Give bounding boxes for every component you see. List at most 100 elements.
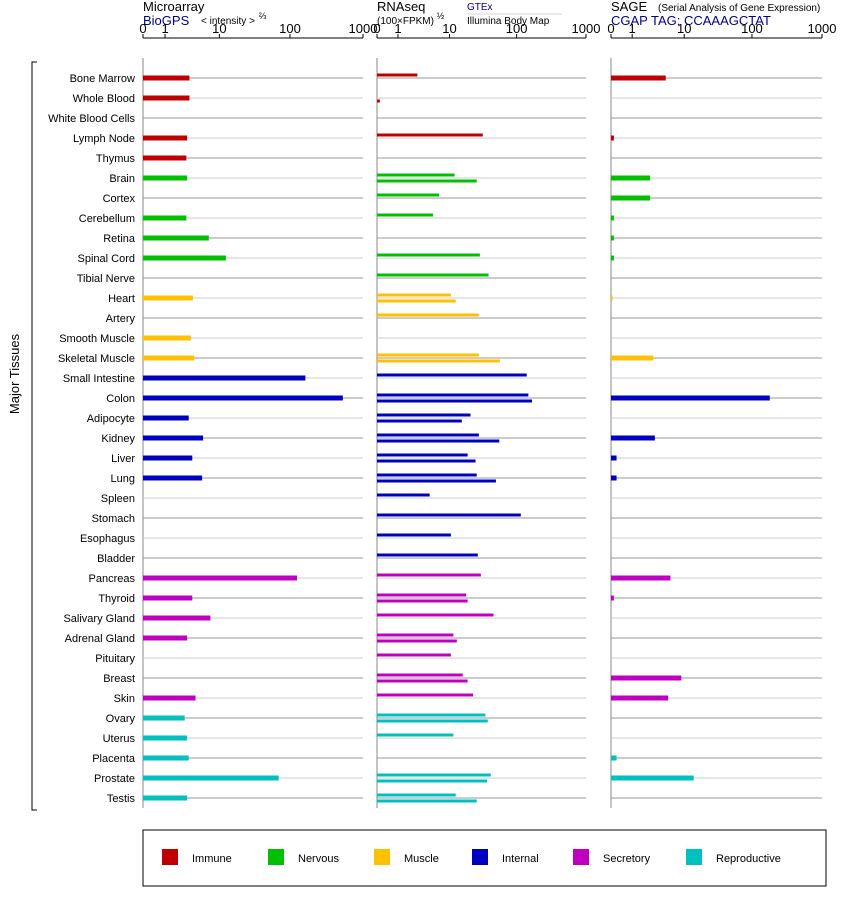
rnaseq-ibm-bar	[377, 399, 533, 403]
tissue-label: Heart	[108, 293, 135, 305]
tissue-label: Esophagus	[80, 533, 136, 545]
tick-label-micro-0: 0	[139, 21, 146, 36]
sage-bar	[611, 395, 770, 401]
tick-label-rna-3: 100	[506, 21, 528, 36]
sage-bar	[611, 595, 614, 601]
rnaseq-gtex-bar	[377, 213, 434, 217]
legend-swatch-internal	[472, 849, 488, 865]
rnaseq-gtex-bar	[377, 533, 451, 537]
rnaseq-gtex-bar	[377, 73, 418, 77]
legend-label-internal: Internal	[502, 853, 539, 865]
rnaseq-gtex-bar	[377, 573, 481, 577]
sage-bar	[611, 575, 671, 581]
rnaseq-gtex-bar	[377, 413, 471, 417]
tissue-label: Salivary Gland	[63, 613, 135, 625]
rnaseq-ibm-bar	[377, 679, 468, 683]
microarray-bar	[143, 255, 226, 261]
tissue-label: Cortex	[103, 193, 136, 205]
tissue-label: Breast	[103, 673, 135, 685]
rnaseq-gtex-bar	[377, 273, 489, 277]
tick-label-sage-3: 100	[741, 21, 763, 36]
sage-bar	[611, 755, 617, 761]
rnaseq-gtex-bar	[377, 473, 477, 477]
tissue-label: Adipocyte	[87, 413, 135, 425]
microarray-bar	[143, 355, 195, 361]
microarray-bar	[143, 155, 187, 161]
microarray-bar	[143, 755, 189, 761]
rnaseq-gtex-bar	[377, 633, 454, 637]
rnaseq-gtex-bar	[377, 493, 430, 497]
rnaseq-gtex-bar	[377, 133, 483, 137]
microarray-bar	[143, 715, 185, 721]
tissue-label: Cerebellum	[79, 213, 135, 225]
rnaseq-unit-exponent: ½	[437, 11, 445, 21]
tick-label-sage-0: 0	[607, 21, 614, 36]
microarray-bar	[143, 295, 193, 301]
tick-label-rna-2: 10	[442, 21, 456, 36]
rnaseq-source-ibm: Illumina Body Map	[467, 16, 550, 27]
rnaseq-gtex-bar	[377, 253, 480, 257]
rnaseq-gtex-bar	[377, 373, 527, 377]
microarray-bar	[143, 475, 203, 481]
tissue-label: Colon	[106, 393, 135, 405]
rnaseq-ibm-bar	[377, 599, 468, 603]
rnaseq-gtex-bar	[377, 673, 463, 677]
rnaseq-ibm-bar	[377, 479, 496, 483]
tissue-label: Placenta	[92, 753, 136, 765]
tissue-label: Smooth Muscle	[59, 333, 135, 345]
microarray-bar	[143, 615, 211, 621]
legend: Immune Nervous Muscle Internal Secretory Repr…	[142, 829, 827, 887]
legend-label-secretory: Secretory	[603, 853, 651, 865]
microarray-bar	[143, 375, 306, 381]
legend-label-immune: Immune	[192, 853, 232, 865]
legend-item-reproductive: Reproductive	[686, 849, 781, 865]
sage-bar	[611, 295, 613, 301]
rnaseq-gtex-bar	[377, 613, 494, 617]
rnaseq-ibm-bar	[377, 419, 462, 423]
rnaseq-gtex-bar	[377, 773, 491, 777]
rnaseq-gtex-bar	[377, 393, 529, 397]
rnaseq-ibm-bar	[377, 359, 500, 363]
microarray-bar	[143, 595, 193, 601]
rnaseq-gtex-bar	[377, 313, 479, 317]
rnaseq-gtex-bar	[377, 693, 474, 697]
rnaseq-title: RNAseq	[377, 0, 425, 14]
tissue-label: Adrenal Gland	[65, 633, 135, 645]
tissue-label: Skeletal Muscle	[58, 353, 135, 365]
rnaseq-gtex-bar	[377, 433, 479, 437]
tissue-label: Thymus	[96, 153, 136, 165]
sage-bar	[611, 235, 614, 241]
sage-bar	[611, 695, 669, 701]
tissue-label: Ovary	[106, 713, 136, 725]
tissue-label: Uterus	[103, 733, 136, 745]
sage-tag: CGAP TAG: CCAAAGCTAT	[611, 13, 771, 28]
tissue-label: Lung	[111, 473, 135, 485]
tissue-label: Bone Marrow	[70, 73, 135, 85]
tissue-label: White Blood Cells	[48, 113, 135, 125]
sage-bar	[611, 255, 614, 261]
microarray-unit-text: < intensity >	[201, 16, 255, 27]
rnaseq-gtex-bar	[377, 553, 478, 557]
rnaseq-gtex-bar	[377, 193, 440, 197]
tick-label-sage-4: 1000	[808, 21, 837, 36]
microarray-bar	[143, 175, 188, 181]
sage-bar	[611, 215, 614, 221]
tissue-label: Artery	[106, 313, 136, 325]
rnaseq-ibm-bar	[377, 799, 477, 803]
tissue-label: Pituitary	[95, 653, 135, 665]
sage-bar	[611, 435, 655, 441]
tissue-label: Kidney	[101, 433, 135, 445]
rnaseq-ibm-bar	[377, 459, 476, 463]
legend-label-muscle: Muscle	[404, 853, 439, 865]
rnaseq-gtex-bar	[377, 653, 451, 657]
tissue-label: Bladder	[97, 553, 135, 565]
microarray-bar	[143, 435, 204, 441]
rnaseq-gtex-bar	[377, 793, 456, 797]
rnaseq-ibm-bar	[377, 299, 456, 303]
legend-item-immune: Immune	[162, 849, 232, 865]
tissue-label: Testis	[107, 793, 136, 805]
sage-bar	[611, 355, 654, 361]
microarray-bar	[143, 635, 188, 641]
